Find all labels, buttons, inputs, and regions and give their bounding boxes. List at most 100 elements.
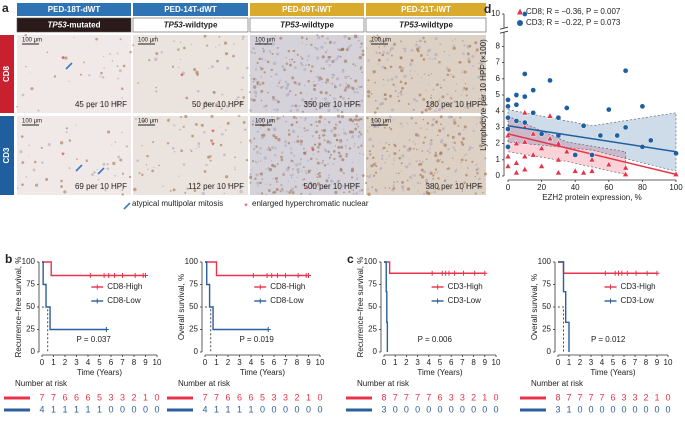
stain [262, 67, 264, 69]
stain [362, 153, 365, 156]
stain [306, 129, 309, 132]
stain [305, 38, 308, 40]
stain [218, 36, 221, 38]
stain [343, 131, 347, 135]
stain [297, 82, 301, 86]
stain [136, 159, 139, 162]
stain [383, 126, 386, 129]
risk-count: 6 [610, 392, 615, 402]
risk-count: 3 [460, 392, 465, 402]
risk-title: Number at risk [357, 379, 410, 388]
legend-label: CD3-High [621, 282, 656, 291]
stain [450, 97, 453, 100]
stain [435, 120, 438, 122]
stain [305, 151, 307, 153]
stain [419, 127, 423, 130]
risk-count: 4 [39, 404, 44, 414]
censor-mark [250, 273, 256, 278]
stain [439, 141, 443, 144]
stain [263, 71, 266, 74]
stain [308, 192, 312, 196]
stain [339, 95, 343, 99]
stain [317, 145, 320, 149]
stain [290, 151, 293, 155]
risk-count: 1 [97, 404, 102, 414]
stain [448, 104, 451, 107]
stain [267, 127, 271, 131]
stain [306, 59, 309, 61]
risk-count: 3 [621, 392, 626, 402]
stain [397, 172, 400, 175]
risk-count: 0 [108, 404, 113, 414]
point [513, 92, 520, 98]
stain [223, 153, 226, 157]
y-tick-label: 100 [22, 257, 36, 266]
stain [377, 36, 381, 40]
stain [434, 168, 438, 171]
risk-count: 5 [97, 392, 102, 402]
stain [446, 66, 449, 70]
stain [350, 103, 353, 106]
x-tick-label: 3 [237, 358, 242, 367]
stain [409, 70, 412, 72]
stain [251, 119, 255, 123]
stain [294, 180, 296, 182]
stain [371, 186, 374, 188]
stain [262, 123, 265, 125]
scale-bar-label: 100 μm [371, 38, 391, 44]
stain [316, 56, 320, 60]
stain [401, 154, 405, 158]
median-line [42, 306, 49, 352]
point [614, 132, 621, 139]
y-tick-label: 0 [496, 171, 501, 180]
x-tick-label: 4 [427, 358, 432, 367]
stain [252, 85, 257, 89]
stain [408, 162, 411, 166]
stain [366, 47, 368, 49]
stain [450, 73, 452, 76]
stain [145, 164, 148, 166]
stain [255, 145, 258, 148]
stain [301, 110, 304, 113]
stain [272, 127, 277, 131]
stain [318, 134, 321, 137]
stain [60, 185, 63, 188]
stain [180, 116, 183, 119]
stain [259, 127, 262, 129]
risk-count: 1 [85, 404, 90, 414]
stain [270, 75, 272, 77]
stain [397, 99, 401, 103]
y-tick-label: 50 [189, 302, 198, 311]
point [530, 109, 537, 116]
stain [351, 86, 355, 91]
stain [467, 57, 471, 61]
stain [430, 73, 433, 75]
stain [260, 136, 264, 140]
stain [333, 126, 337, 130]
stain [426, 150, 429, 152]
stain [155, 86, 158, 89]
stain [287, 129, 290, 132]
stain [262, 47, 264, 50]
stain [441, 95, 445, 99]
stain [147, 168, 149, 170]
stain [392, 42, 396, 46]
stain [196, 89, 200, 93]
risk-count: 2 [131, 392, 136, 402]
stain [360, 189, 364, 192]
risk-swatch [4, 408, 30, 412]
stain [30, 87, 34, 91]
stain [452, 46, 456, 50]
stain [423, 38, 425, 40]
panel-label: a [2, 1, 9, 15]
x-tick-label: 5 [260, 358, 265, 367]
stain [382, 146, 386, 150]
scale-bar-label: 100 μm [22, 38, 42, 44]
stain [250, 169, 252, 171]
stain [339, 168, 343, 172]
stain [296, 135, 300, 138]
risk-count: 6 [62, 392, 67, 402]
stain [385, 36, 388, 39]
stain [430, 96, 433, 99]
stain [427, 74, 430, 77]
